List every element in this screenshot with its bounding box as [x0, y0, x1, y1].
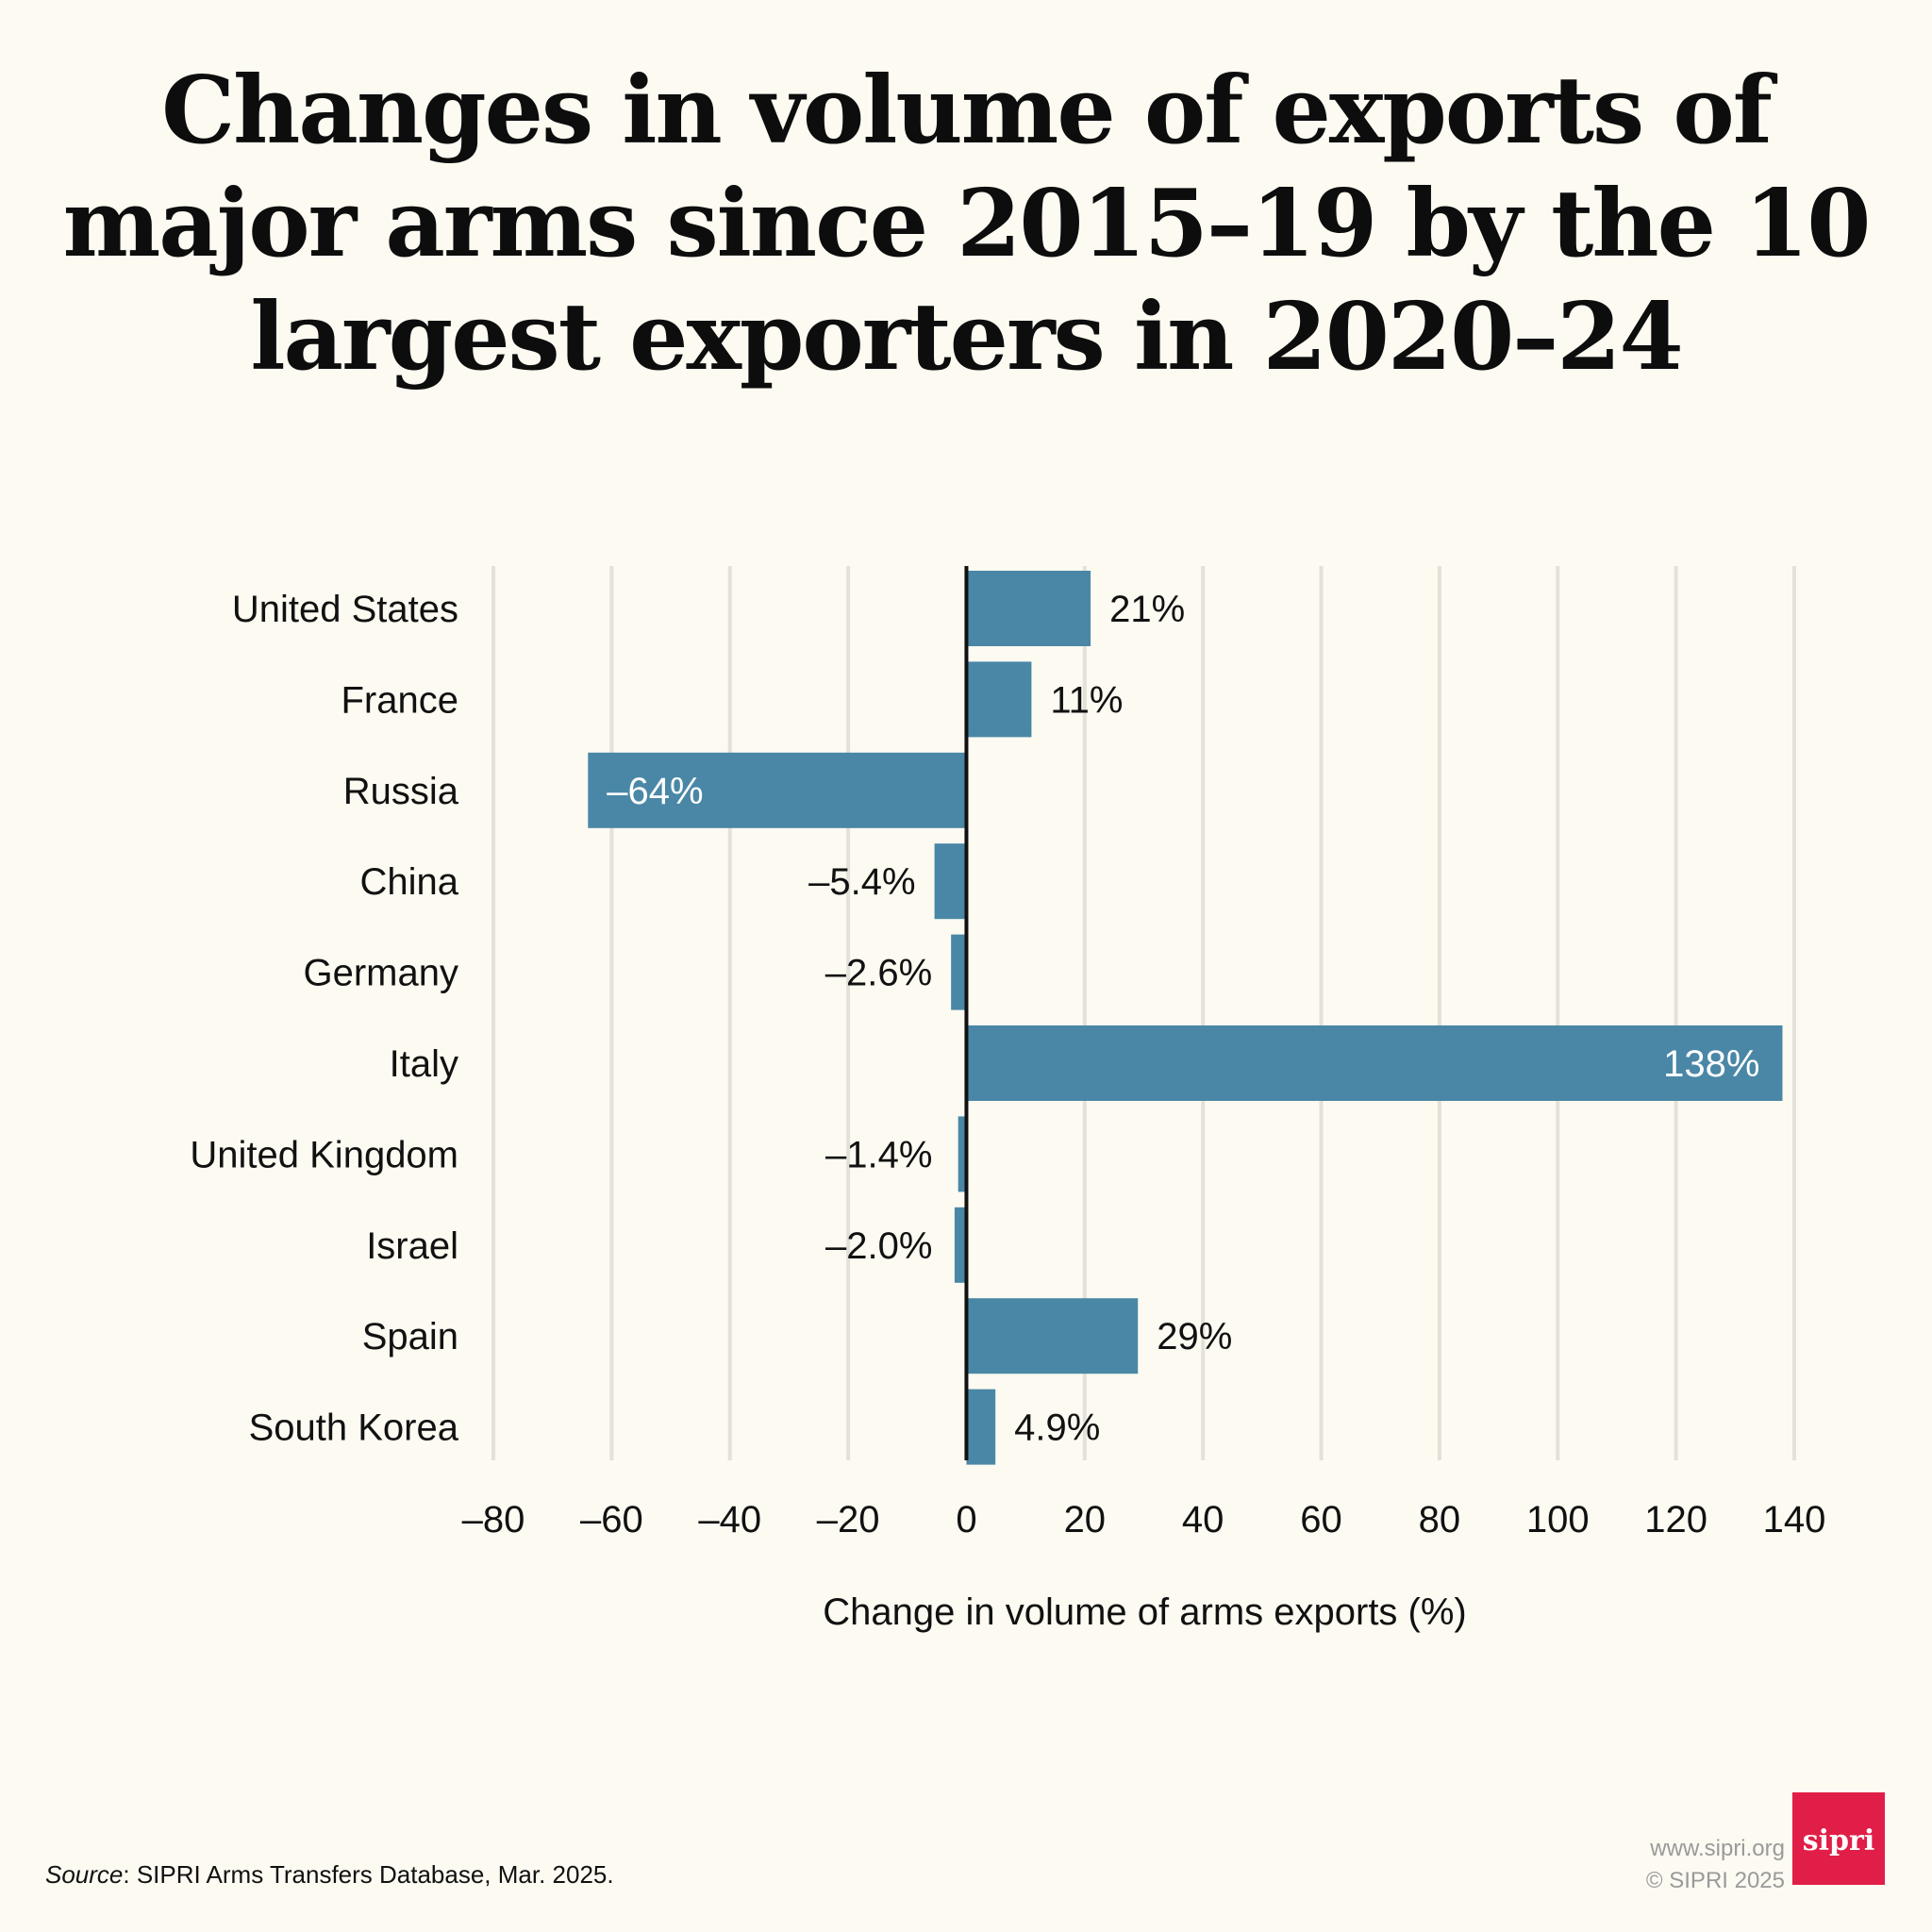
value-label: –2.0% [825, 1225, 932, 1267]
value-label: –64% [607, 771, 703, 812]
bar [966, 571, 1091, 646]
bar [966, 661, 1032, 738]
gridlines [491, 566, 1796, 1460]
x-tick-label: –20 [817, 1499, 880, 1541]
website-url: www.sipri.org [1650, 1836, 1785, 1861]
x-axis-title: Change in volume of arms exports (%) [823, 1591, 1467, 1633]
bar [958, 1116, 967, 1192]
chart-title: Changes in volume of exports of major ar… [62, 57, 1872, 391]
value-label: 4.9% [1014, 1407, 1100, 1449]
bar [934, 843, 967, 920]
category-label: South Korea [249, 1407, 459, 1449]
x-tick-label: 120 [1644, 1499, 1707, 1541]
x-tick-labels: –80 –60 –40 –20 0 20 40 60 80 100 120 140 [462, 1499, 1826, 1541]
category-label: United Kingdom [190, 1134, 458, 1175]
x-tick-label: 40 [1182, 1499, 1224, 1541]
source-text: : SIPRI Arms Transfers Database, Mar. 20… [123, 1860, 614, 1889]
category-label: Italy [390, 1043, 458, 1085]
x-tick-label: 60 [1300, 1499, 1342, 1541]
category-label: France [341, 679, 459, 721]
x-tick-label: 80 [1419, 1499, 1461, 1541]
bar [966, 1298, 1139, 1374]
value-label: –5.4% [808, 861, 915, 903]
value-label: 21% [1109, 589, 1185, 630]
x-tick-label: 0 [956, 1499, 976, 1541]
category-label: United States [232, 589, 458, 630]
bar [588, 752, 967, 828]
value-labels: 21% 11% –64% –5.4% –2.6% 138% –1.4% –2.0% 29% 4.9… [607, 589, 1759, 1449]
copyright-notice: © SIPRI 2025 [1645, 1868, 1785, 1893]
category-label: Russia [343, 771, 459, 812]
category-label: China [359, 861, 458, 903]
value-label: 138% [1663, 1043, 1759, 1085]
x-tick-label: –40 [698, 1499, 761, 1541]
category-label: Israel [366, 1225, 458, 1267]
bar [951, 934, 967, 1010]
x-tick-label: –80 [462, 1499, 525, 1541]
category-label: Spain [362, 1316, 458, 1357]
bar [966, 1025, 1783, 1101]
value-label: –2.6% [825, 953, 932, 994]
value-label: 11% [1050, 679, 1123, 721]
source-note: Source: SIPRI Arms Transfers Database, M… [45, 1860, 614, 1890]
source-label: Source [45, 1860, 124, 1889]
x-tick-label: 140 [1763, 1499, 1826, 1541]
bar [954, 1207, 967, 1283]
bar [966, 1389, 996, 1465]
value-label: 29% [1157, 1316, 1232, 1357]
bar-chart: United States France Russia China Germany Ita… [190, 566, 1826, 1633]
category-labels: United States France Russia China Germany Ita… [190, 589, 458, 1449]
bars [588, 571, 1783, 1465]
category-label: Germany [304, 953, 459, 994]
sipri-logo: sipri [1792, 1792, 1885, 1885]
x-tick-label: –60 [580, 1499, 643, 1541]
x-tick-label: 100 [1526, 1499, 1590, 1541]
x-tick-label: 20 [1064, 1499, 1107, 1541]
value-label: –1.4% [825, 1134, 932, 1175]
